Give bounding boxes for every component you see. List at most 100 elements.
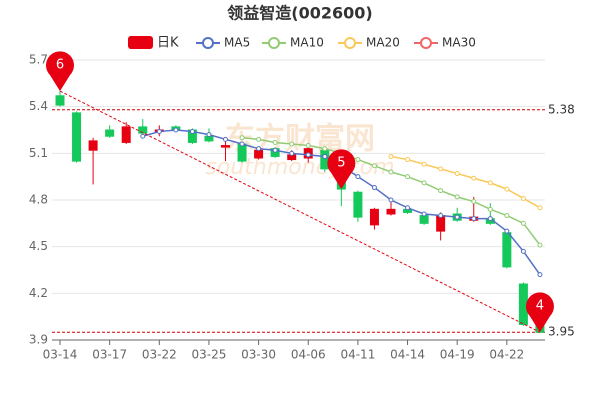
ma-point — [239, 141, 245, 147]
legend-label: MA20 — [366, 36, 400, 50]
x-tick-label: 03-14 — [43, 348, 78, 362]
legend-dot — [420, 37, 432, 49]
ma-point — [272, 139, 278, 145]
ma-point — [504, 186, 510, 192]
watermark: southmoney.com — [205, 155, 394, 180]
ma-point — [322, 153, 328, 159]
candle-body — [320, 149, 330, 170]
ma-point — [388, 153, 394, 159]
legend-label: MA10 — [290, 36, 324, 50]
ma-point — [272, 147, 278, 153]
ma-point — [454, 194, 460, 200]
y-tick-label: 5.7 — [29, 53, 48, 67]
ma-point — [520, 195, 526, 201]
y-tick-label: 4.5 — [29, 239, 48, 253]
ma-point — [471, 216, 477, 222]
ma-point — [421, 161, 427, 167]
x-tick-label: 03-22 — [142, 348, 177, 362]
pin-marker — [327, 149, 356, 190]
ma-point — [438, 188, 444, 194]
reference-label: 5.38 — [548, 102, 575, 116]
legend-label: MA5 — [224, 36, 250, 50]
candle-body — [353, 191, 363, 218]
legend-dot — [344, 37, 356, 49]
candle-body — [369, 208, 379, 226]
candle-body — [386, 208, 396, 215]
ma-point — [355, 174, 361, 180]
ma-point — [371, 163, 377, 169]
y-tick-label: 3.9 — [29, 333, 48, 347]
x-tick-label: 04-14 — [390, 348, 425, 362]
x-tick-label: 04-22 — [489, 348, 524, 362]
ma-point — [537, 205, 543, 211]
candle-body — [254, 149, 264, 159]
reference-label: 3.95 — [548, 325, 575, 339]
ma-point — [156, 129, 162, 135]
ma-point — [454, 214, 460, 220]
ma-point — [537, 242, 543, 248]
pin-label: 6 — [56, 58, 64, 73]
ma-point — [305, 152, 311, 158]
ma-point — [504, 213, 510, 219]
ma-point — [405, 157, 411, 163]
ma-point — [388, 197, 394, 203]
x-tick-label: 03-30 — [241, 348, 276, 362]
ma-point — [405, 174, 411, 180]
ma-point — [520, 220, 526, 226]
chart-title: 领益智造(002600) — [227, 4, 372, 23]
ma-point — [223, 136, 228, 142]
ma-line — [390, 155, 541, 209]
ma-point — [206, 132, 212, 138]
ma-point — [537, 272, 543, 278]
ma-point — [305, 143, 311, 149]
x-tick-label: 04-06 — [291, 348, 326, 362]
ma-point — [239, 135, 245, 141]
x-tick-label: 04-11 — [340, 348, 375, 362]
candle-body — [502, 232, 512, 268]
candle-body — [221, 145, 230, 148]
ma-point — [289, 141, 295, 147]
legend-dot — [268, 37, 280, 49]
ma-point — [322, 146, 328, 152]
ma-point — [256, 136, 262, 142]
ma-point — [454, 171, 460, 177]
ma-point — [388, 169, 394, 175]
ma-point — [189, 129, 195, 135]
ma-point — [471, 175, 477, 181]
candle-body — [72, 112, 82, 162]
x-tick-label: 04-19 — [440, 348, 475, 362]
legend-label: MA30 — [442, 36, 476, 50]
ma-point — [438, 166, 444, 172]
ma-point — [487, 180, 493, 186]
pin-label: 4 — [536, 299, 544, 314]
candle-body — [88, 140, 98, 151]
ma-point — [140, 133, 146, 139]
ma-point — [504, 228, 510, 234]
legend-swatch — [128, 36, 153, 49]
ma-point — [520, 248, 526, 254]
ma-point — [487, 216, 493, 222]
candle-body — [105, 129, 115, 137]
ma-point — [371, 185, 377, 191]
y-tick-label: 5.4 — [29, 99, 48, 113]
trend-line — [59, 90, 541, 333]
x-tick-label: 03-25 — [192, 348, 227, 362]
ma-point — [355, 157, 361, 163]
x-tick-label: 03-17 — [92, 348, 127, 362]
pin-marker — [525, 292, 554, 333]
ma-point — [421, 211, 427, 217]
ma-point — [173, 127, 179, 133]
ma-point — [438, 213, 444, 219]
y-tick-label: 4.8 — [29, 193, 48, 207]
ma-point — [289, 150, 295, 156]
legend-label: 日K — [157, 36, 179, 51]
candle-body — [121, 126, 131, 143]
y-tick-label: 4.2 — [29, 286, 48, 300]
pin-label: 5 — [337, 156, 345, 171]
candle-body — [419, 215, 429, 224]
candle-body — [237, 143, 247, 162]
candle-body — [55, 95, 65, 106]
ma-point — [471, 199, 477, 205]
ma-point — [405, 205, 411, 211]
